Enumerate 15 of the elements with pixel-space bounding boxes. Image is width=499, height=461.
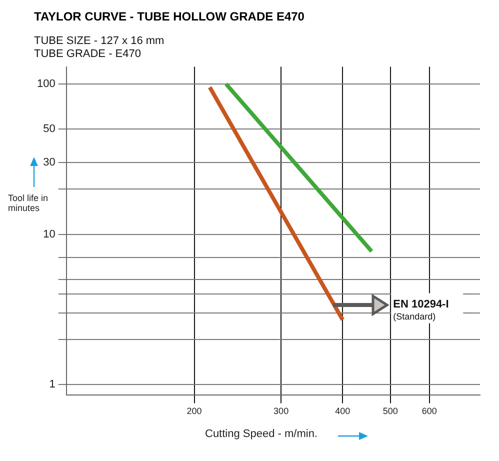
y-tick-label: 10 xyxy=(43,228,56,240)
chart-title: TAYLOR CURVE - TUBE HOLLOW GRADE E470 xyxy=(34,10,305,24)
x-tick-label: 200 xyxy=(186,406,202,416)
y-tick-label: 50 xyxy=(43,123,56,136)
y-tick-label: 1 xyxy=(49,378,56,391)
y-tick-label: 100 xyxy=(36,78,56,90)
x-tick-label: 500 xyxy=(382,406,398,416)
x-tick-label: 300 xyxy=(274,406,289,416)
annotation: EN 10294-I (Standard) xyxy=(393,298,449,322)
y-tick-label: 30 xyxy=(43,156,56,169)
x-tick-label: 400 xyxy=(335,406,350,416)
x-axis-title: Cutting Speed - m/min. xyxy=(205,428,318,440)
y-axis-title: Tool life in minutes xyxy=(8,193,60,213)
chart-subtitle: TUBE SIZE - 127 x 16 mm TUBE GRADE - E470 xyxy=(34,35,164,60)
x-tick-label: 600 xyxy=(422,406,437,416)
